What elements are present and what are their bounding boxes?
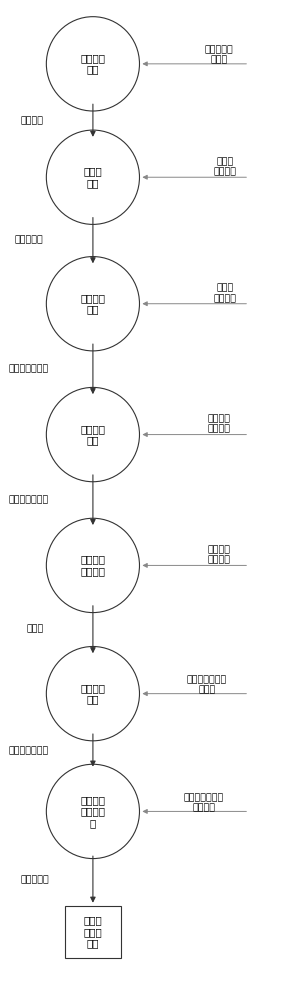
Text: 遥测数据: 遥测数据 bbox=[21, 116, 44, 125]
Text: 调度后的遥测帧: 调度后的遥测帧 bbox=[9, 746, 49, 755]
Text: 数据采集配
置代码: 数据采集配 置代码 bbox=[205, 45, 233, 65]
Text: 数据池
配置代码: 数据池 配置代码 bbox=[214, 157, 237, 176]
Text: 虚拟信道
调度: 虚拟信道 调度 bbox=[80, 683, 105, 704]
Text: 遥测组包
构件: 遥测组包 构件 bbox=[80, 293, 105, 315]
Text: 源包调度
配置代码: 源包调度 配置代码 bbox=[207, 414, 231, 434]
Text: 遥测包
配置代码: 遥测包 配置代码 bbox=[214, 284, 237, 303]
Text: 数据采集
构件: 数据采集 构件 bbox=[80, 53, 105, 75]
Text: 遥测传输帧: 遥测传输帧 bbox=[21, 875, 50, 884]
Text: 测控下
行硬件
模块: 测控下 行硬件 模块 bbox=[84, 915, 102, 948]
Text: 遥测帧: 遥测帧 bbox=[27, 625, 44, 634]
Text: 全帧数据
生成与传
输: 全帧数据 生成与传 输 bbox=[80, 795, 105, 828]
Text: 源包调度
构件: 源包调度 构件 bbox=[80, 424, 105, 445]
Text: 调度后遥测源包: 调度后遥测源包 bbox=[9, 495, 49, 504]
Text: 数据池
构件: 数据池 构件 bbox=[84, 166, 102, 188]
Text: 遥测数据池: 遥测数据池 bbox=[15, 236, 43, 245]
Text: 虚拟信道
组帧构件: 虚拟信道 组帧构件 bbox=[80, 555, 105, 576]
Text: 下行同步与校验
配置代码: 下行同步与校验 配置代码 bbox=[184, 793, 224, 812]
Text: 调度前遥测源包: 调度前遥测源包 bbox=[9, 365, 49, 374]
Bar bbox=[65, 906, 121, 958]
Text: 虚拟信道
配置代码: 虚拟信道 配置代码 bbox=[207, 545, 231, 565]
Text: 虚拟信道调度配
置代码: 虚拟信道调度配 置代码 bbox=[187, 675, 227, 695]
